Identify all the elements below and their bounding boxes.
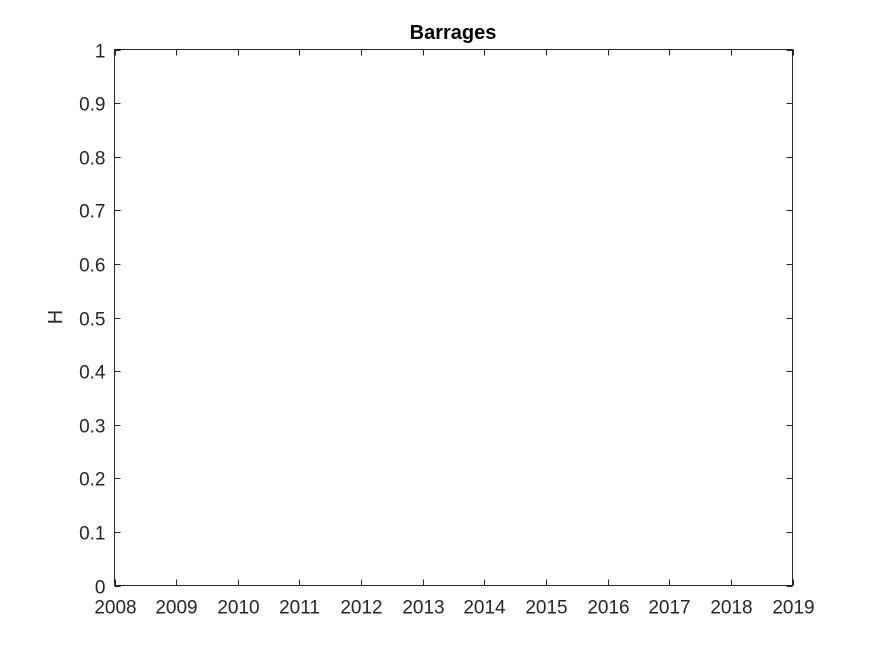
x-tick-label: 2014 [463,598,506,619]
x-tick-label: 2018 [710,598,752,619]
x-tick-label: 2008 [94,598,136,619]
x-tick-label: 2015 [525,598,567,619]
x-axis-tick-labels: 2008 2009 2010 2011 2012 2013 2014 2015 2016 2017… [94,598,814,619]
y-tick-label: 1 [95,42,106,63]
y-tick-label: 0.8 [79,149,105,170]
x-tick-label: 2012 [340,598,382,619]
y-tick-label: 0.6 [79,256,105,277]
y-tick-label: 0.4 [79,363,106,384]
x-tick-label: 2016 [587,598,629,619]
y-axis-label: H [45,310,67,324]
x-tick-label: 2017 [648,598,690,619]
x-tick-label: 2009 [155,598,197,619]
y-axis-ticks [114,50,793,587]
y-axis-tick-labels: 0 0.1 0.2 0.3 0.4 0.5 0.6 0.7 0.8 0.9 1 [79,42,106,599]
chart-title: Barrages [410,22,497,44]
x-tick-label: 2010 [217,598,259,619]
y-tick-label: 0.9 [79,95,105,116]
y-tick-label: 0.2 [79,470,105,491]
x-tick-label: 2013 [402,598,444,619]
x-axis-ticks [115,49,794,586]
y-tick-label: 0.5 [79,310,105,331]
y-tick-label: 0.3 [79,417,105,438]
y-tick-label: 0.1 [79,524,105,545]
x-tick-label: 2019 [772,598,814,619]
plot-area [114,49,793,586]
x-tick-label: 2011 [279,598,320,619]
y-tick-label: 0 [95,578,106,599]
y-tick-label: 0.7 [79,202,105,223]
